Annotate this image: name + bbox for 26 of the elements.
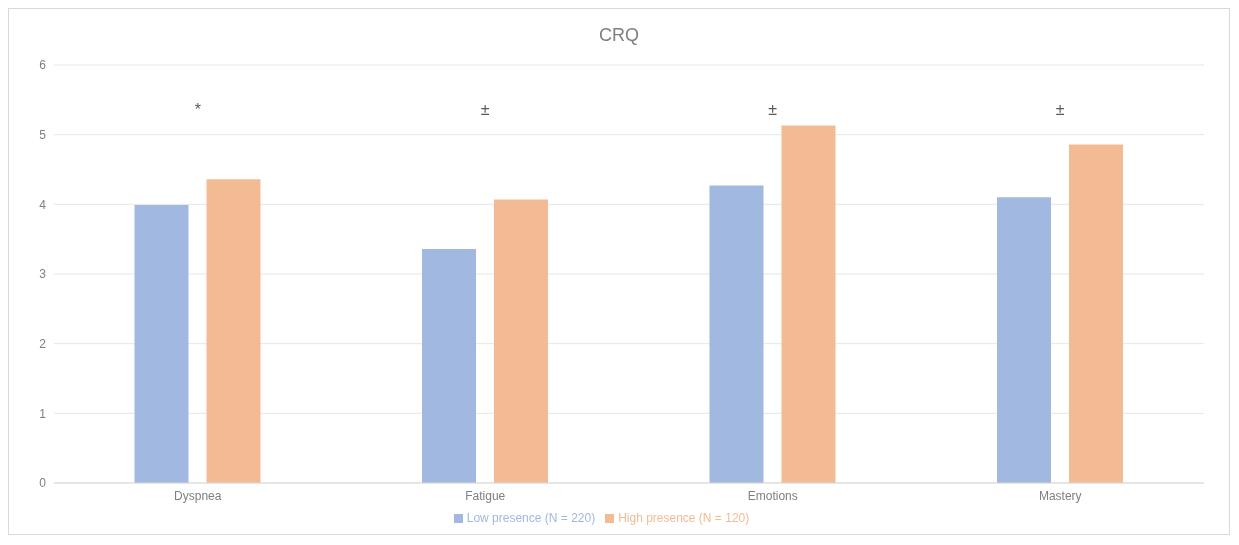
y-tick-label: 0 bbox=[39, 476, 47, 491]
y-tick-label: 3 bbox=[39, 267, 47, 282]
x-tick-label: Mastery bbox=[1038, 488, 1082, 503]
y-tick-label: 4 bbox=[39, 197, 47, 212]
y-tick-label: 2 bbox=[39, 336, 47, 351]
legend-label: Low presence (N = 220) bbox=[466, 511, 596, 525]
annotation: ± bbox=[480, 100, 490, 118]
bar bbox=[781, 125, 836, 483]
x-tick-label: Dyspnea bbox=[174, 488, 222, 503]
bar bbox=[709, 185, 764, 483]
annotation: * bbox=[194, 100, 201, 118]
legend-label: High presence (N = 120) bbox=[618, 511, 750, 525]
bar bbox=[997, 197, 1051, 483]
annotation: ± bbox=[1055, 100, 1065, 118]
y-tick-label: 1 bbox=[39, 406, 47, 421]
bar bbox=[1069, 144, 1123, 483]
y-tick-label: 5 bbox=[39, 127, 47, 142]
bar bbox=[422, 248, 476, 483]
x-tick-label: Emotions bbox=[747, 488, 798, 503]
bar bbox=[206, 179, 261, 483]
annotation: ± bbox=[768, 100, 778, 118]
chart-title: CRQ bbox=[598, 24, 640, 47]
bar bbox=[494, 199, 548, 483]
y-tick-label: 6 bbox=[39, 58, 47, 73]
bar bbox=[134, 205, 189, 483]
x-tick-label: Fatigue bbox=[465, 488, 506, 503]
